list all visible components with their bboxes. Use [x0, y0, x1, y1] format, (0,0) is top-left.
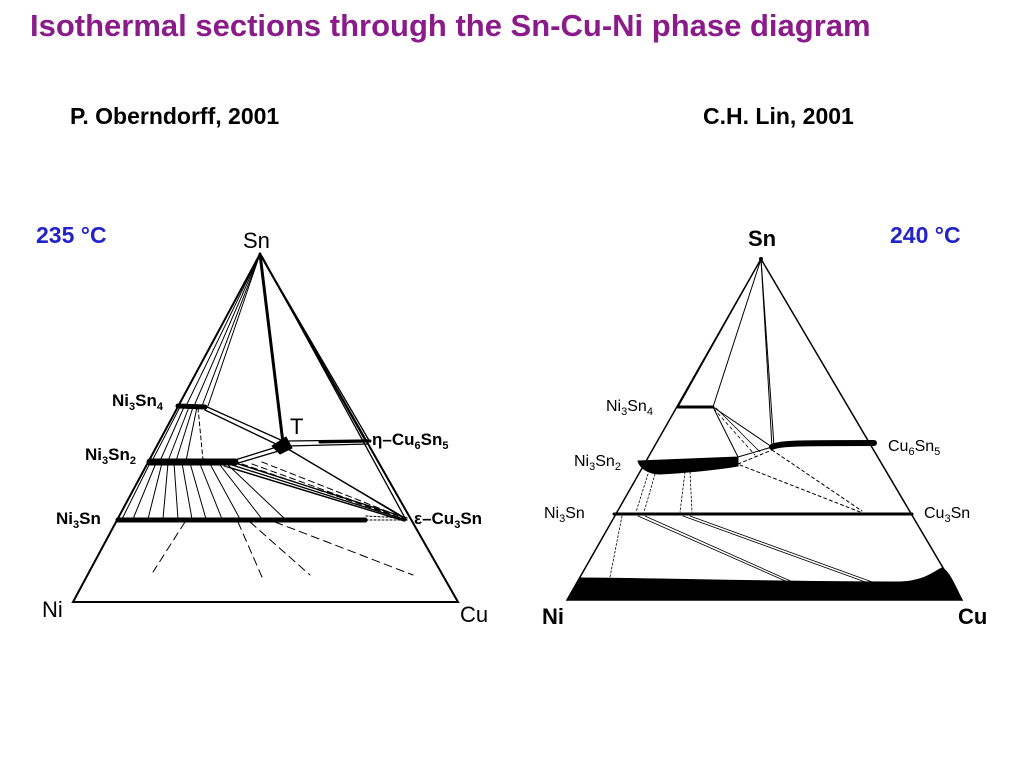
left-label-cu3sn: ε–Cu3Sn	[414, 509, 482, 531]
right-label-cu3sn: Cu3Sn	[924, 505, 970, 525]
left-label-ni3sn: Ni3Sn	[56, 509, 101, 531]
left-triangle-outline	[71, 251, 460, 603]
right-bottom-solid-solution	[566, 567, 963, 601]
right-label-ni3sn: Ni3Sn	[544, 505, 585, 525]
left-lower-tielines	[121, 462, 286, 520]
left-corner-sn: Sn	[243, 228, 270, 253]
right-label-ni3sn2: Ni3Sn2	[574, 453, 621, 473]
right-sn-vertex	[759, 257, 763, 261]
left-sn-tielines	[177, 253, 261, 407]
left-dashed-region	[152, 521, 414, 578]
right-diagram	[565, 257, 964, 601]
right-ni3sn2-bar	[637, 456, 739, 475]
left-label-ni3sn4: Ni3Sn4	[112, 391, 164, 413]
right-temperature: 240 °C	[890, 222, 961, 248]
right-label-ni3sn4: Ni3Sn4	[606, 398, 653, 418]
right-author: C.H. Lin, 2001	[703, 103, 854, 129]
left-label-t: T	[290, 414, 303, 439]
left-label-ni3sn2: Ni3Sn2	[85, 445, 136, 467]
left-corner-ni: Ni	[42, 597, 63, 622]
left-cu6sn5-bar	[318, 439, 372, 444]
right-corner-cu: Cu	[958, 604, 987, 629]
left-diagram	[71, 251, 460, 603]
right-corner-sn: Sn	[748, 226, 776, 251]
right-label-cu6sn5: Cu6Sn5	[888, 438, 940, 458]
left-author: P. Oberndorff, 2001	[70, 103, 280, 129]
left-sn-t-line	[258, 252, 285, 445]
right-corner-ni: Ni	[542, 604, 564, 629]
left-label-cu6sn5: η–Cu6Sn5	[372, 430, 448, 452]
left-corner-cu: Cu	[460, 602, 488, 627]
left-temperature: 235 °C	[36, 222, 107, 248]
slide-title: Isothermal sections through the Sn-Cu-Ni…	[30, 8, 871, 43]
left-ni3sn4-bar	[175, 403, 208, 410]
right-cu6sn5-bar	[769, 440, 877, 450]
